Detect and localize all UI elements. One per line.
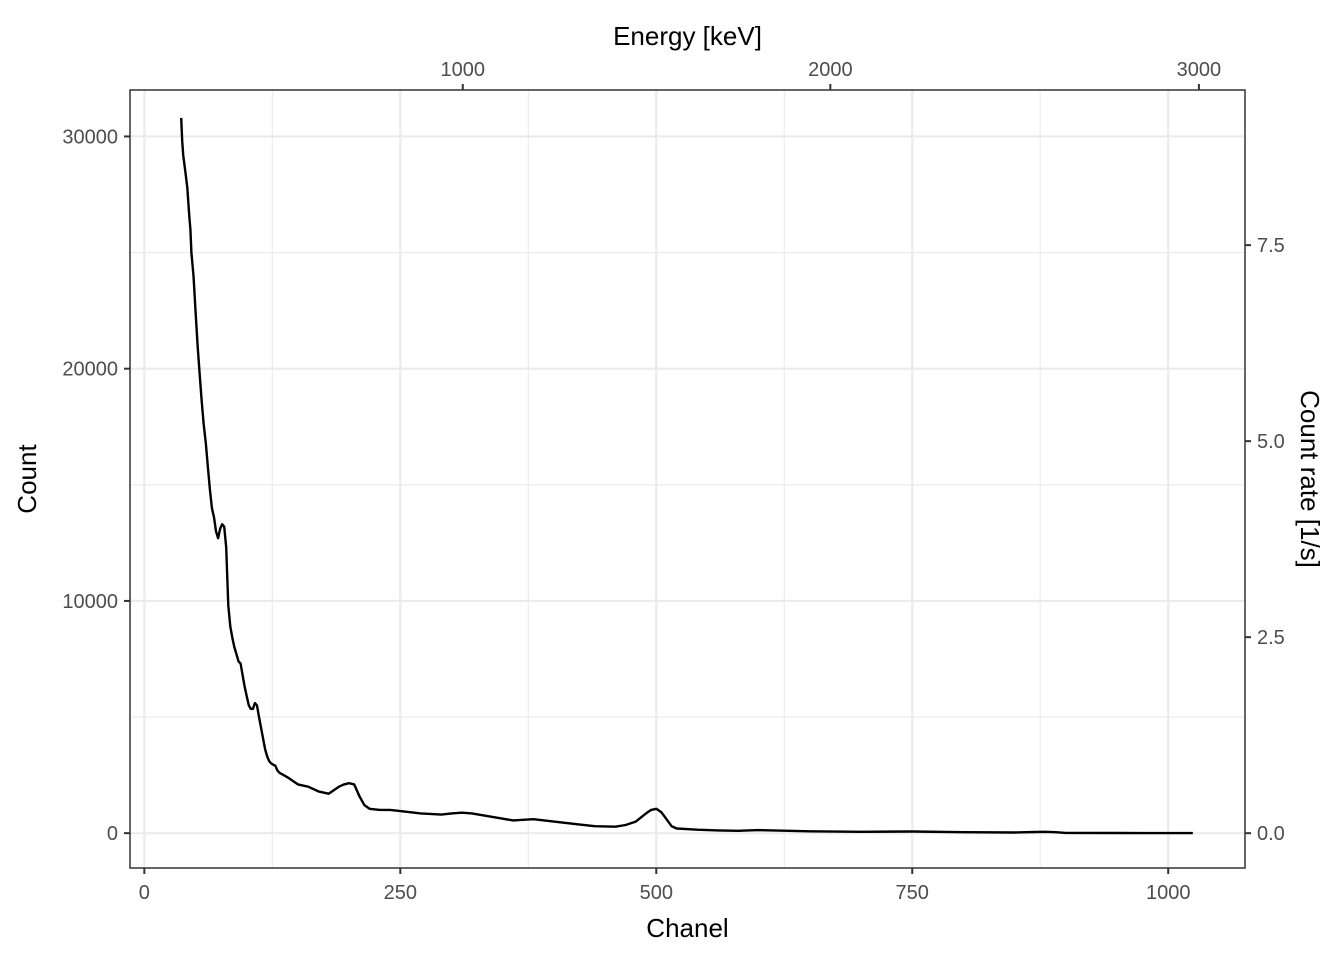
y-tick-label: 30000 bbox=[62, 126, 118, 148]
y2-axis-title: Count rate [1/s] bbox=[1295, 390, 1325, 568]
x2-tick-label: 1000 bbox=[441, 59, 486, 81]
y2-tick-label: 5.0 bbox=[1257, 431, 1285, 453]
x-tick-label: 750 bbox=[896, 882, 929, 904]
plot-background bbox=[130, 90, 1245, 868]
y2-tick-label: 0.0 bbox=[1257, 823, 1285, 845]
x-axis-title: Chanel bbox=[646, 913, 728, 943]
x-tick-label: 1000 bbox=[1146, 882, 1191, 904]
x-tick-label: 0 bbox=[139, 882, 150, 904]
y-tick-label: 10000 bbox=[62, 591, 118, 613]
x-tick-label: 500 bbox=[640, 882, 673, 904]
y-axis-title: Count bbox=[12, 444, 42, 514]
y-tick-label: 20000 bbox=[62, 359, 118, 381]
x2-tick-label: 3000 bbox=[1177, 59, 1222, 81]
series-line bbox=[180, 117, 1193, 835]
y2-tick-label: 2.5 bbox=[1257, 627, 1285, 649]
plot-frame bbox=[129, 89, 1246, 869]
x-tick-label: 250 bbox=[384, 882, 417, 904]
x2-axis-title: Energy [keV] bbox=[613, 21, 762, 51]
y2-tick-label: 7.5 bbox=[1257, 235, 1285, 257]
x2-tick-label: 2000 bbox=[808, 59, 853, 81]
y-tick-label: 0 bbox=[107, 823, 118, 845]
axis-ticks bbox=[124, 84, 1251, 874]
